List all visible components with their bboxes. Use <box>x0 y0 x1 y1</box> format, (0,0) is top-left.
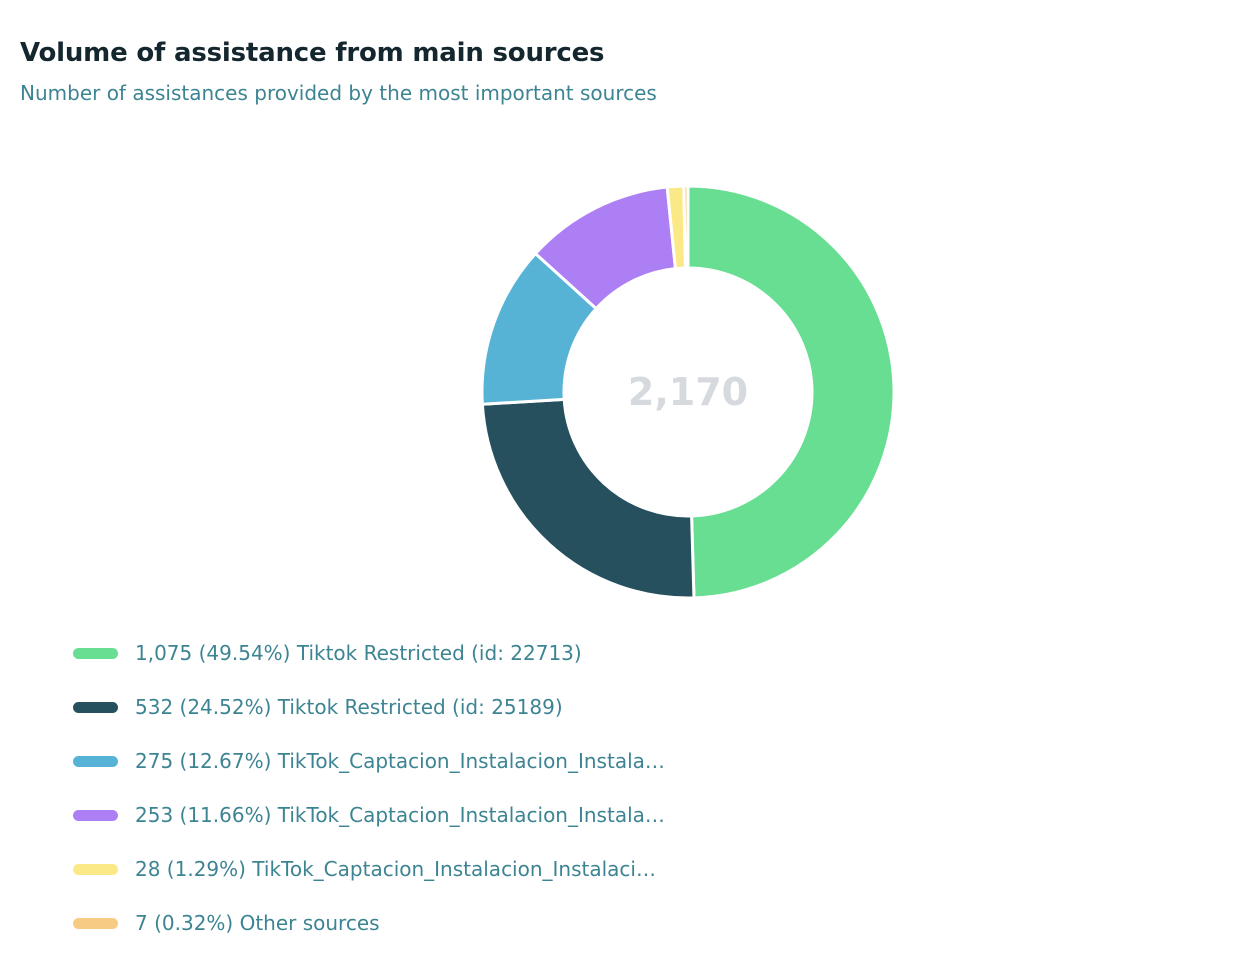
legend-label: 1,075 (49.54%) Tiktok Restricted (id: 22… <box>135 641 582 665</box>
legend-swatch <box>73 809 118 821</box>
legend-item[interactable]: 532 (24.52%) Tiktok Restricted (id: 2518… <box>73 680 713 734</box>
legend-swatch <box>73 647 118 659</box>
center-total-label: 2,170 <box>628 370 748 414</box>
legend-item[interactable]: 7 (0.32%) Other sources <box>73 896 713 950</box>
legend-item[interactable]: 1,075 (49.54%) Tiktok Restricted (id: 22… <box>73 626 713 680</box>
legend-label: 28 (1.29%) TikTok_Captacion_Instalacion_… <box>135 857 656 881</box>
legend-swatch <box>73 755 118 767</box>
donut-slice-2[interactable] <box>480 397 696 600</box>
legend-swatch <box>73 701 118 713</box>
legend-item[interactable]: 28 (1.29%) TikTok_Captacion_Instalacion_… <box>73 842 713 896</box>
legend-item[interactable]: 253 (11.66%) TikTok_Captacion_Instalacio… <box>73 788 713 842</box>
legend-item[interactable]: 275 (12.67%) TikTok_Captacion_Instalacio… <box>73 734 713 788</box>
chart-legend: 1,075 (49.54%) Tiktok Restricted (id: 22… <box>73 626 713 950</box>
chart-subtitle: Number of assistances provided by the mo… <box>20 81 657 105</box>
donut-slices <box>480 184 896 600</box>
donut-chart: 2,170 <box>480 184 896 600</box>
legend-label: 7 (0.32%) Other sources <box>135 911 380 935</box>
legend-swatch <box>73 863 118 875</box>
donut-slice-6[interactable] <box>682 184 690 270</box>
legend-label: 275 (12.67%) TikTok_Captacion_Instalacio… <box>135 749 665 773</box>
legend-label: 253 (11.66%) TikTok_Captacion_Instalacio… <box>135 803 665 827</box>
legend-swatch <box>73 917 118 929</box>
legend-label: 532 (24.52%) Tiktok Restricted (id: 2518… <box>135 695 563 719</box>
donut-slice-1[interactable] <box>686 184 896 600</box>
chart-title: Volume of assistance from main sources <box>20 38 605 68</box>
